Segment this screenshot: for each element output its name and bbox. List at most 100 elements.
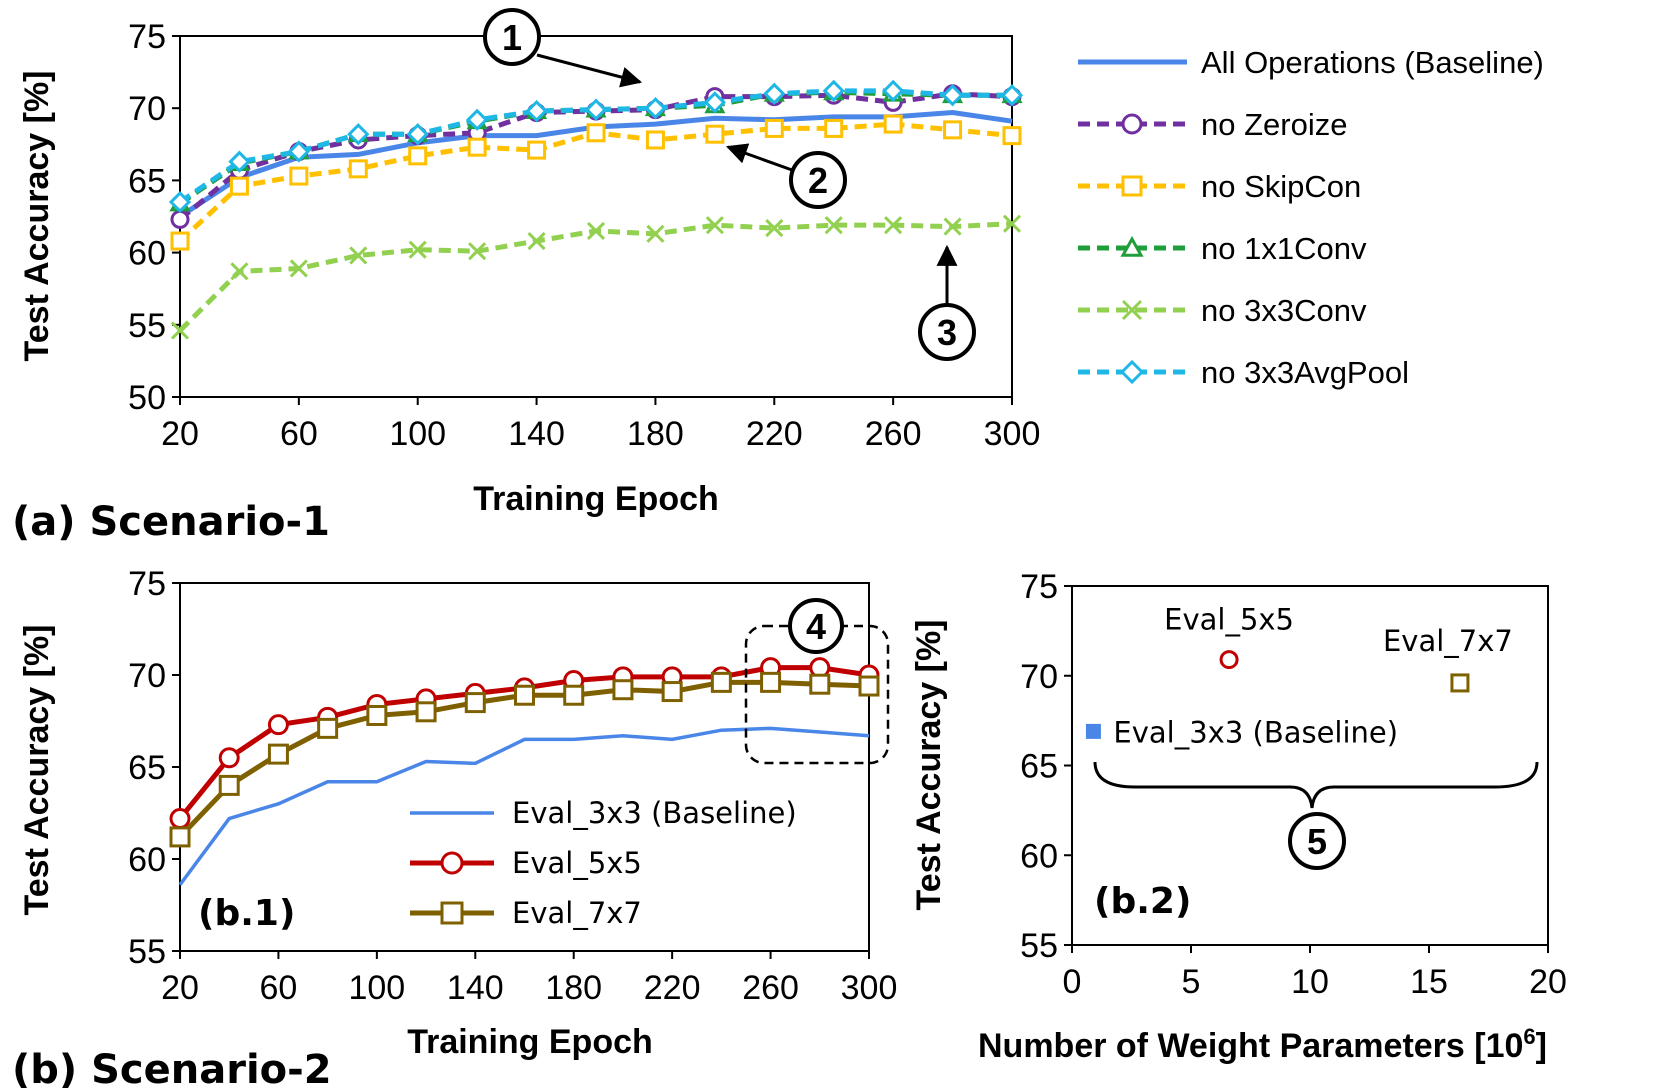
chart-b1-series-2-point: [563, 684, 585, 706]
chart-a-legend-label: All Operations (Baseline): [1201, 45, 1544, 80]
chart-a-series-5-point: [406, 123, 429, 146]
chart-a-series-2-point: [586, 123, 606, 143]
chart-b1-series-2-point: [267, 743, 289, 765]
annotation-1-label: 1: [502, 17, 522, 58]
chart-a-legend-marker: [1120, 235, 1144, 257]
chart-b1-series-2-point: [169, 826, 191, 848]
chart-b1-series-2-point: [464, 692, 486, 714]
chart-b1-panel-label: (b.1): [198, 893, 295, 934]
chart-b2-xlabel-end: ]: [1536, 1027, 1547, 1065]
chart-b2-xlabel-main: Number of Weight Parameters [10: [978, 1027, 1523, 1065]
annotation-5: 5: [1093, 761, 1539, 870]
chart-b1-series-1-point: [169, 808, 191, 830]
chart-a-series-4-point: [646, 224, 665, 243]
chart-a-series-2-point: [705, 124, 725, 144]
chart-a-series-4-point: [943, 217, 962, 236]
chart-b1-series-2-point: [317, 717, 339, 739]
chart-a-series-2-point: [348, 159, 368, 179]
chart-a-ytick-label: 50: [128, 379, 166, 417]
chart-a-legend-marker: [1121, 299, 1143, 321]
chart-a-caption: (a) Scenario-1: [12, 499, 330, 545]
chart-a-xtick-label: 260: [865, 415, 922, 453]
chart-b1-xtick-label: 260: [742, 969, 799, 1007]
chart-b2-point-marker: [1085, 723, 1101, 739]
chart-b1-ytick-label: 65: [128, 749, 166, 787]
chart-b2-point-label: Eval_5x5: [1164, 603, 1294, 637]
chart-b1-xtick-label: 20: [161, 969, 199, 1007]
annotation-5-label: 5: [1307, 821, 1327, 862]
chart-b1-series-0-line: [178, 726, 870, 886]
chart-a-series-5-point: [525, 99, 548, 123]
chart-a-series-4: [170, 214, 1022, 340]
chart-b1-series-2-point: [710, 671, 732, 693]
chart-a-ylabel: Test Accuracy [%]: [18, 71, 56, 362]
chart-b2-panel-label: (b.2): [1094, 881, 1191, 922]
chart-b1-series-0: [178, 726, 870, 886]
chart-a: 50 55 60 65 70 75 20 60 100 140 180 220 260 300 Test…: [12, 8, 1544, 545]
chart-b2-xlabel: Number of Weight Parameters [106]: [978, 1024, 1547, 1065]
annotation-4: 4: [744, 598, 890, 765]
chart-b2-ytick-label: 75: [1020, 568, 1058, 606]
chart-a-legend-label: no 3x3Conv: [1201, 293, 1367, 328]
chart-b1-legend-label: Eval_5x5: [512, 846, 642, 880]
chart-b2-xtick-label: 0: [1063, 963, 1082, 1001]
chart-b1-legend: Eval_3x3 (Baseline) Eval_5x5 Eval_7x7: [410, 796, 797, 930]
chart-a-series-2-point: [824, 118, 844, 138]
chart-a-series-5-point: [644, 97, 667, 120]
chart-b2-xtick-label: 5: [1182, 963, 1201, 1001]
chart-b1-series-2-point: [415, 701, 437, 723]
chart-b1-xtick-label: 100: [348, 969, 405, 1007]
chart-a-series-4-point: [230, 262, 249, 281]
annotation-2: 2: [726, 143, 847, 209]
chart-a-series-5-point: [822, 79, 845, 102]
chart-a-legend-label: no 1x1Conv: [1201, 231, 1367, 266]
chart-a-series-4-point: [170, 321, 190, 340]
chart-a-legend-marker: [1119, 359, 1145, 385]
chart-a-series-2-point: [943, 120, 963, 140]
chart-a-series-2-point: [645, 130, 665, 150]
chart-a-xtick-label: 140: [508, 415, 565, 453]
chart-b1-legend-label: Eval_7x7: [512, 896, 642, 930]
chart-a-legend-marker: [1121, 175, 1143, 197]
annotation-3: 3: [918, 244, 976, 361]
chart-b1-legend-marker: [440, 901, 464, 925]
chart-a-series-2-point: [1002, 126, 1022, 146]
chart-a-series-2: [170, 114, 1022, 251]
chart-a-xtick-label: 20: [161, 415, 199, 453]
annotation-1: 1: [483, 8, 643, 88]
chart-a-series-5-point: [1000, 84, 1024, 107]
chart-a-series-4-point: [1002, 214, 1022, 233]
chart-b1-xlabel: Training Epoch: [407, 1023, 653, 1061]
chart-a-series-5-point: [703, 91, 726, 114]
chart-a-ytick-label: 55: [128, 307, 166, 345]
chart-b-caption: (b) Scenario-2: [12, 1047, 332, 1088]
chart-a-legend-label: no SkipCon: [1201, 169, 1361, 204]
chart-a-series-5-point: [941, 84, 964, 107]
chart-a-series-2-point: [527, 140, 547, 160]
chart-b2-point-marker: [1450, 673, 1470, 693]
chart-b1-legend-label: Eval_3x3 (Baseline): [512, 796, 797, 830]
chart-b1-series-2-point: [366, 704, 388, 726]
chart-b2-point-0: Eval_3x3 (Baseline): [1085, 715, 1398, 749]
chart-b1-xtick-label: 60: [260, 969, 298, 1007]
chart-b1-xtick-label: 300: [841, 969, 898, 1007]
chart-a-series-2-point: [467, 137, 487, 157]
chart-a-series-4-point: [527, 231, 546, 251]
chart-a-series-4-point: [884, 216, 903, 235]
chart-b2-point-1: Eval_5x5: [1164, 603, 1294, 670]
chart-a-series-2-point: [408, 146, 428, 166]
chart-a-series-5-point: [347, 123, 370, 146]
chart-a-series-4-point: [408, 240, 427, 259]
chart-b1-series-2-point: [858, 675, 880, 697]
chart-b1-series-2: [169, 671, 880, 848]
chart-b2-ytick-label: 65: [1020, 748, 1058, 786]
chart-a-series-5-line: [178, 88, 1012, 205]
chart-b1-series-2-point: [612, 679, 634, 701]
chart-a-xtick-label: 100: [389, 415, 446, 453]
chart-b2-ytick-label: 60: [1020, 837, 1058, 875]
chart-a-xtick-label: 220: [746, 415, 803, 453]
chart-a-series-5-point: [287, 140, 310, 163]
chart-b1-ytick-label: 70: [128, 657, 166, 695]
chart-a-series-1-point: [170, 209, 190, 229]
